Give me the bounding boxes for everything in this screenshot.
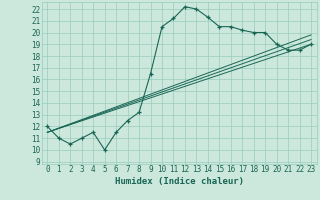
X-axis label: Humidex (Indice chaleur): Humidex (Indice chaleur) <box>115 177 244 186</box>
